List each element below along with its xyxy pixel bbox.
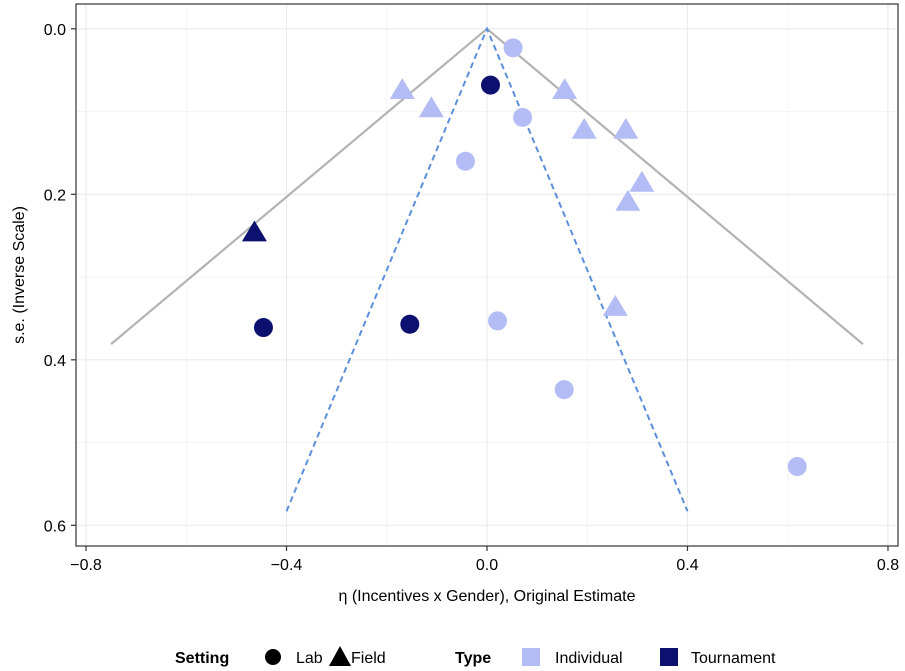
point-3: [455, 151, 475, 171]
x-tick-label-2: 0.0: [476, 557, 498, 574]
point-9: [389, 78, 415, 100]
point-7: [554, 380, 574, 400]
y-tick-label-2: 0.4: [44, 353, 66, 370]
y-tick-label-1: 0.2: [44, 187, 66, 204]
point-13: [613, 117, 639, 139]
y-tick-label-3: 0.6: [44, 518, 66, 535]
legend-field-triangle-icon: [329, 646, 351, 666]
legend-field-label: Field: [351, 650, 386, 667]
x-axis: −0.8 −0.4 0.0 0.4 0.8: [70, 546, 899, 574]
legend-individual-swatch: [522, 648, 540, 666]
x-tick-label-3: 0.4: [676, 557, 698, 574]
legend-setting-title: Setting: [175, 650, 229, 667]
point-1: [481, 75, 501, 95]
point-15: [615, 189, 641, 211]
point-2: [513, 107, 533, 127]
legend-individual-label: Individual: [555, 650, 623, 667]
legend-lab-label: Lab: [296, 650, 323, 667]
x-tick-label-4: 0.8: [877, 557, 899, 574]
y-axis-title: s.e. (Inverse Scale): [11, 206, 28, 344]
y-tick-label-0: 0.0: [44, 22, 66, 39]
funnel-dashed-line: [285, 26, 689, 512]
x-tick-label-0: −0.8: [70, 557, 102, 574]
point-16: [241, 220, 267, 242]
legend-type-title: Type: [455, 650, 491, 667]
legend: Setting Lab Field Type Individual Tourna…: [175, 646, 776, 667]
point-5: [400, 314, 420, 334]
x-axis-title: η (Incentives x Gender), Original Estima…: [338, 588, 635, 605]
x-tick-label-1: −0.4: [271, 557, 303, 574]
funnel-lines: [110, 26, 864, 512]
grid-lines: [76, 4, 898, 546]
legend-lab-circle-icon: [265, 649, 281, 665]
point-10: [418, 96, 444, 118]
point-12: [571, 117, 597, 139]
point-14: [629, 170, 655, 192]
point-11: [552, 78, 578, 100]
point-8: [787, 457, 807, 477]
point-4: [253, 318, 273, 338]
point-17: [602, 294, 628, 316]
data-points: [241, 38, 807, 477]
point-0: [503, 38, 523, 58]
legend-tournament-swatch: [660, 648, 678, 666]
y-axis: 0.0 0.2 0.4 0.6: [44, 22, 76, 535]
legend-tournament-label: Tournament: [691, 650, 776, 667]
point-6: [488, 311, 508, 331]
